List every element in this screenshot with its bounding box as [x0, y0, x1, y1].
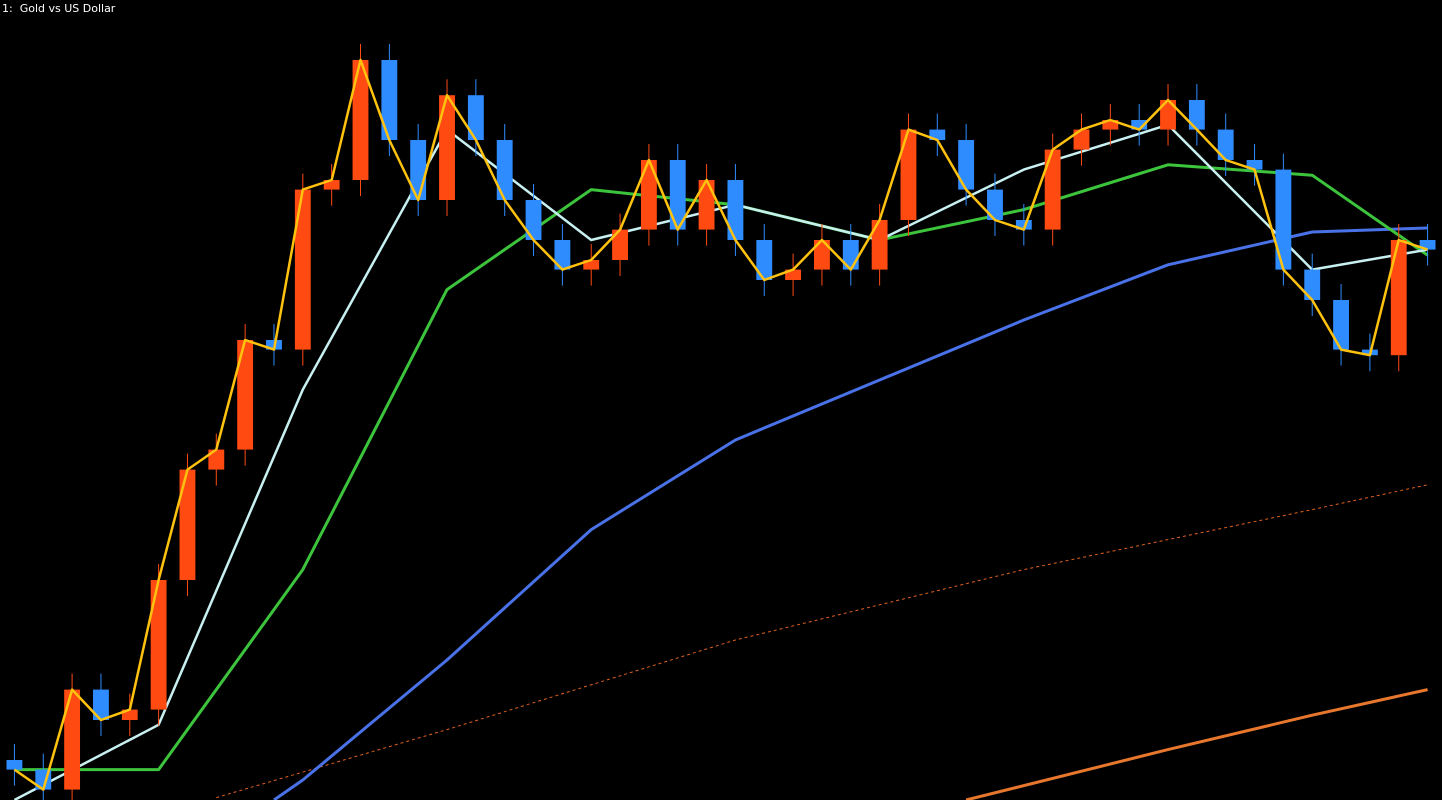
- candle-body: [1390, 240, 1407, 356]
- candle-body: [237, 340, 254, 450]
- candle-body: [467, 95, 484, 140]
- candle-body: [1102, 120, 1119, 130]
- candle-body: [698, 180, 715, 230]
- candle-body: [150, 580, 167, 710]
- candle-body: [987, 189, 1003, 220]
- candle-body: [439, 95, 455, 200]
- candle-body: [814, 240, 830, 270]
- moving-average-line: [216, 484, 1428, 799]
- candle-body: [1275, 169, 1292, 270]
- candle-body: [1217, 129, 1234, 160]
- candle-body: [179, 469, 196, 580]
- candle-body: [1015, 220, 1032, 230]
- plot-area: [6, 44, 1436, 800]
- candle-body: [929, 129, 946, 140]
- candle-body: [1044, 149, 1061, 230]
- candle-body: [1160, 100, 1176, 130]
- candle-body: [612, 229, 628, 260]
- candle-body: [1246, 160, 1263, 170]
- candle-body: [1188, 100, 1205, 130]
- candle-body: [756, 240, 773, 280]
- candle-body: [1333, 300, 1349, 350]
- candle-body: [785, 269, 802, 280]
- candle-body: [1073, 129, 1090, 150]
- close-line: [13, 58, 1428, 791]
- candle-body: [381, 60, 398, 140]
- chart-title: 1: Gold vs US Dollar: [2, 2, 116, 15]
- candle-body: [496, 140, 513, 200]
- candle-body: [1131, 120, 1148, 130]
- candle-body: [871, 220, 888, 270]
- candle-body: [64, 689, 81, 790]
- candle-body: [6, 760, 23, 770]
- candle-body: [208, 449, 225, 470]
- candle-body: [640, 160, 657, 230]
- candle-body: [1419, 240, 1436, 250]
- candle-body: [294, 189, 311, 350]
- candle-body: [121, 709, 138, 720]
- candle-body: [93, 689, 109, 720]
- candle-body: [525, 200, 542, 240]
- candle-body: [323, 180, 340, 190]
- candle-body: [1304, 269, 1321, 300]
- moving-average-line: [273, 226, 1428, 800]
- candle-body: [727, 180, 744, 240]
- candle-body: [669, 160, 686, 230]
- candle-body: [583, 260, 600, 270]
- candle-body: [352, 60, 369, 180]
- candle-body: [958, 140, 975, 190]
- candle-body: [554, 240, 571, 270]
- candle-body: [900, 129, 917, 220]
- moving-average-line: [965, 688, 1428, 800]
